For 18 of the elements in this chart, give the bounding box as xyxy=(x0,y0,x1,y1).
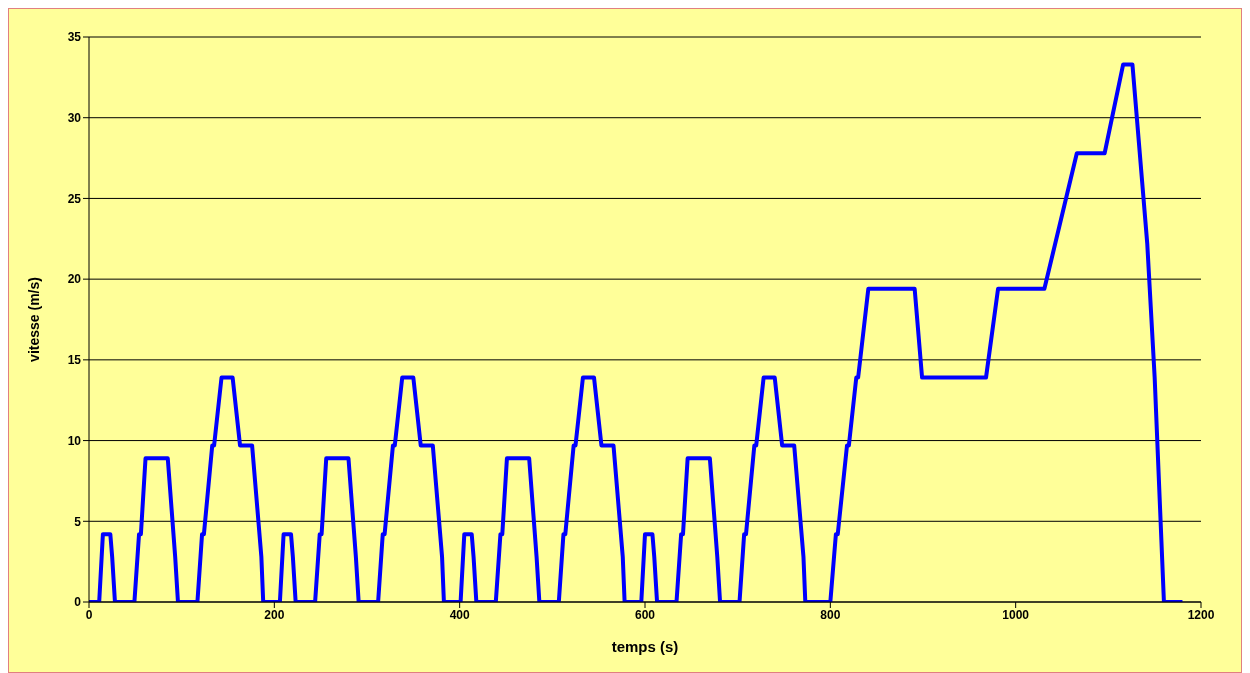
y-tick-label: 15 xyxy=(67,353,82,368)
x-tick-label: 400 xyxy=(449,607,470,622)
x-tick-label: 200 xyxy=(264,607,285,622)
x-tick-label: 1200 xyxy=(1187,607,1215,622)
y-axis-title: vitesse (m/s) xyxy=(25,277,42,362)
y-tick-label: 0 xyxy=(74,595,82,610)
x-tick-label: 600 xyxy=(634,607,656,622)
y-tick-label: 5 xyxy=(74,514,82,529)
x-axis-title: temps (s) xyxy=(611,638,679,655)
x-tick-label: 0 xyxy=(85,607,93,622)
y-tick-label: 20 xyxy=(67,272,82,287)
x-tick-label: 1000 xyxy=(1002,607,1030,622)
x-tick-label: 800 xyxy=(820,607,841,622)
y-tick-label: 25 xyxy=(67,191,82,206)
y-tick-label: 35 xyxy=(67,30,82,45)
y-tick-label: 30 xyxy=(67,110,82,125)
line-series xyxy=(89,62,1185,602)
y-tick-label: 10 xyxy=(67,433,82,448)
